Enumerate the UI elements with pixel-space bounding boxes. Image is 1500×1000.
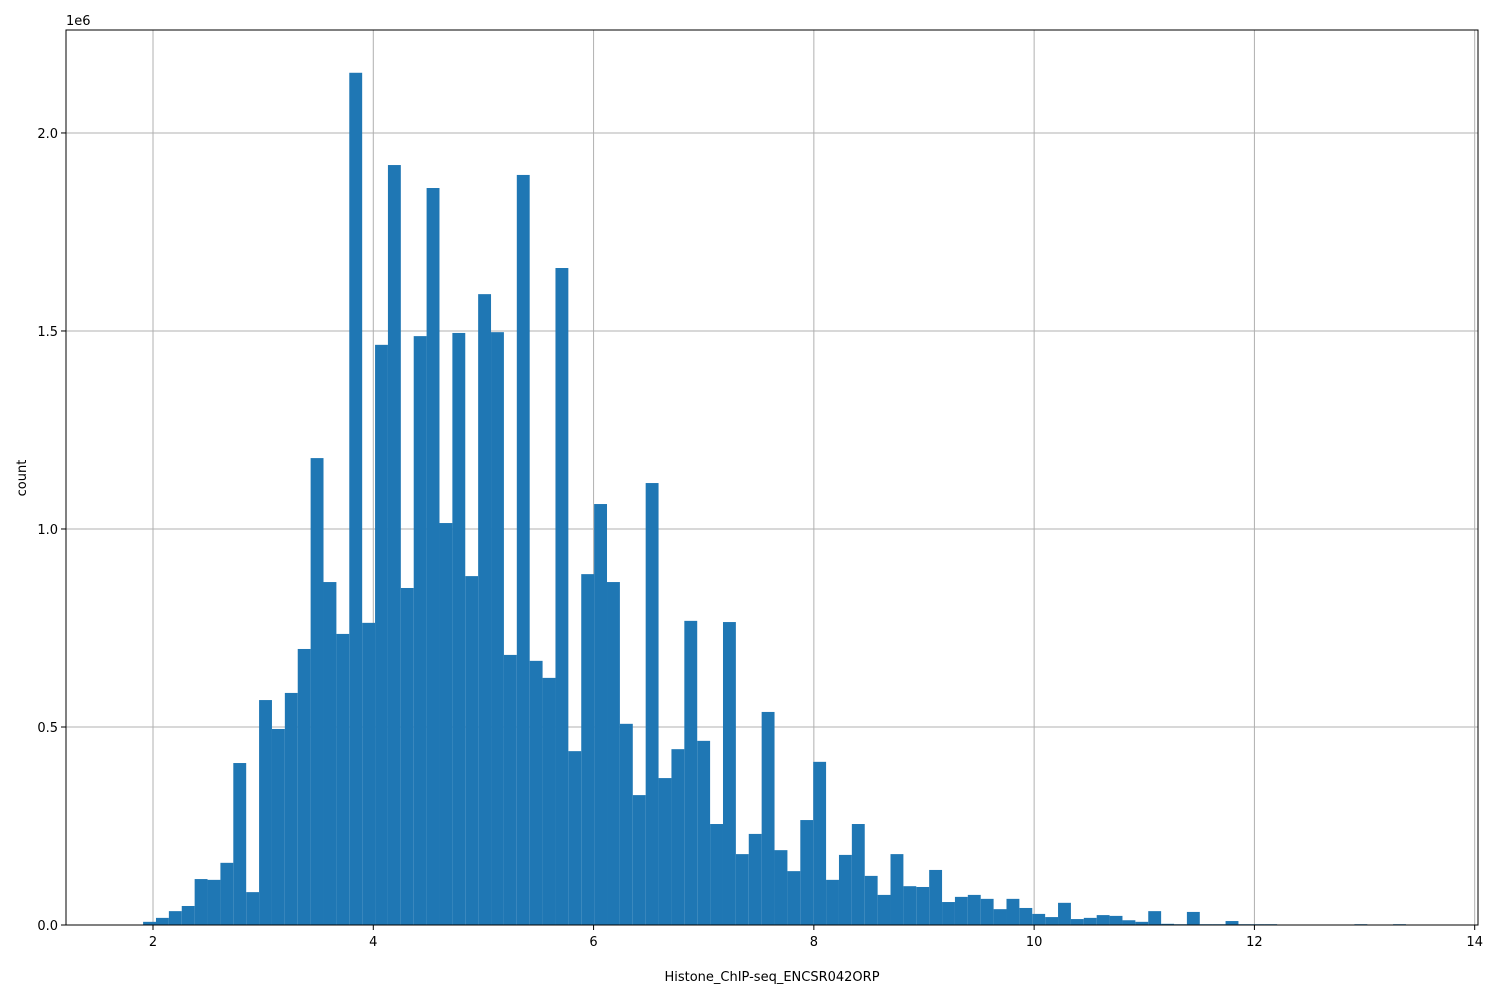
bar <box>426 188 440 926</box>
bar <box>1083 917 1097 925</box>
bar <box>207 879 221 925</box>
bar <box>1058 902 1071 925</box>
bar <box>851 824 865 925</box>
bar <box>503 654 517 925</box>
x-tick-label: 10 <box>1026 935 1043 950</box>
bar <box>1006 898 1020 925</box>
bar <box>581 574 595 925</box>
bar <box>954 896 968 925</box>
bar <box>1135 921 1149 925</box>
bar <box>967 894 981 925</box>
bar <box>607 582 620 925</box>
bar <box>1032 913 1046 925</box>
bar <box>761 711 775 925</box>
bar <box>439 523 453 925</box>
bar <box>400 587 414 925</box>
x-tick-label: 14 <box>1466 935 1483 950</box>
bar <box>181 905 195 925</box>
bar <box>529 660 543 925</box>
bar <box>813 761 827 925</box>
bar <box>671 749 685 925</box>
bar <box>452 332 466 925</box>
x-tick-label: 8 <box>810 935 818 950</box>
bar <box>542 677 556 925</box>
x-tick-label: 2 <box>149 935 157 950</box>
bar <box>194 879 208 925</box>
bar <box>1109 915 1123 925</box>
y-tick-label: 1.0 <box>37 523 58 538</box>
bar <box>143 921 156 925</box>
bar <box>800 820 814 925</box>
y-tick-label: 0.0 <box>37 919 58 934</box>
bar <box>1045 917 1059 925</box>
bar <box>271 728 285 925</box>
bar <box>1019 907 1033 925</box>
bar <box>1070 919 1084 925</box>
bar <box>735 854 749 925</box>
bar <box>864 875 878 925</box>
bar <box>619 723 633 925</box>
bar <box>1122 920 1136 925</box>
bar <box>413 336 427 925</box>
bar <box>259 700 272 925</box>
bar <box>903 886 917 925</box>
bar <box>774 850 788 925</box>
bar <box>168 911 182 925</box>
bar <box>220 862 234 925</box>
x-tick-label: 12 <box>1246 935 1263 950</box>
y-tick-label: 0.5 <box>37 721 58 736</box>
bar <box>826 879 839 925</box>
bar <box>929 869 943 925</box>
bar <box>645 483 659 925</box>
bar <box>375 344 388 925</box>
bar <box>787 871 801 925</box>
bar <box>980 898 994 925</box>
bar <box>877 894 891 925</box>
bar <box>1186 911 1200 925</box>
bar <box>568 751 582 925</box>
bar <box>594 504 608 925</box>
bar <box>465 576 479 925</box>
bar <box>233 763 247 925</box>
bar <box>993 909 1007 925</box>
bar <box>697 740 711 925</box>
bar <box>890 854 904 925</box>
bar <box>684 620 698 925</box>
bar <box>722 622 736 925</box>
y-axis-label: count <box>15 460 30 497</box>
bar <box>323 582 337 925</box>
bar <box>838 854 852 925</box>
bar <box>555 268 569 926</box>
bar <box>349 72 363 926</box>
bar <box>246 892 260 925</box>
bar <box>387 165 401 925</box>
y-tick-label: 2.0 <box>37 127 58 142</box>
bar <box>1161 923 1175 925</box>
bar <box>284 692 298 925</box>
bar <box>491 332 504 925</box>
bar <box>916 886 930 925</box>
bar <box>658 778 672 925</box>
bar <box>362 622 376 925</box>
bar <box>155 917 169 925</box>
bar <box>336 633 350 925</box>
bar <box>710 824 723 925</box>
bar <box>310 458 324 925</box>
y-tick-label: 1.5 <box>37 325 58 340</box>
axes-frame <box>65 29 1479 926</box>
bar <box>748 833 762 925</box>
y-offset-label: 1e6 <box>66 14 91 29</box>
bar <box>1148 911 1162 925</box>
x-tick-label: 6 <box>589 935 597 950</box>
bar <box>632 795 646 925</box>
bar <box>516 174 530 925</box>
x-axis-label: Histone_ChIP-seq_ENCSR042ORP <box>664 970 879 985</box>
bar <box>1096 915 1110 925</box>
bar <box>478 294 492 925</box>
bar <box>297 648 311 925</box>
bar <box>1225 921 1239 925</box>
bar <box>942 902 955 925</box>
x-tick-label: 4 <box>369 935 377 950</box>
